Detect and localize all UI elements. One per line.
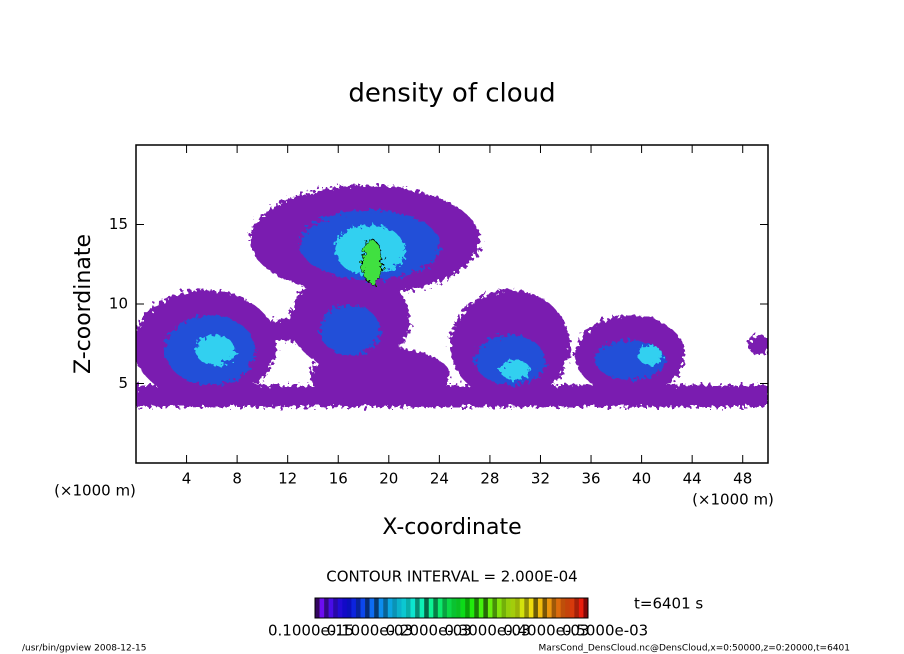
colorbar-cell bbox=[537, 598, 543, 618]
colorbar-cell bbox=[578, 598, 584, 618]
colorbar-cell bbox=[315, 598, 320, 618]
x-tick-label: 32 bbox=[531, 470, 550, 488]
x-tick-label: 40 bbox=[632, 470, 651, 488]
colorbar-cell bbox=[346, 598, 352, 618]
colorbar-label: 0.5000e-03 bbox=[562, 622, 648, 640]
colorbar-cell bbox=[419, 598, 425, 618]
colorbar-cell bbox=[465, 598, 470, 618]
colorbar-cell bbox=[333, 598, 339, 618]
colorbar-cell bbox=[355, 598, 361, 618]
colorbar-cell bbox=[506, 598, 511, 618]
colorbar-cell bbox=[446, 598, 452, 618]
colorbar-cell bbox=[369, 598, 375, 618]
colorbar-cell bbox=[519, 598, 525, 618]
colorbar-label: 0.1000e-03 bbox=[327, 622, 413, 640]
colorbar-cell bbox=[406, 598, 411, 618]
colorbar-cell bbox=[542, 598, 548, 618]
colorbar-cell bbox=[497, 598, 502, 618]
colorbar-cell bbox=[510, 598, 516, 618]
colorbar-label: 0.1000e-15 bbox=[268, 622, 354, 640]
colorbar-cell bbox=[392, 598, 398, 618]
x-tick-label: 4 bbox=[182, 470, 192, 488]
colorbar-cell bbox=[574, 598, 580, 618]
colorbar-cell bbox=[547, 598, 552, 618]
x-tick-label: 8 bbox=[232, 470, 242, 488]
colorbar-label: 0.3000e-03 bbox=[444, 622, 530, 640]
colorbar-cell bbox=[328, 598, 334, 618]
x-tick-label: 16 bbox=[329, 470, 348, 488]
colorbar-cell bbox=[342, 598, 348, 618]
colorbar-cell bbox=[560, 598, 566, 618]
x-axis-label: X-coordinate bbox=[382, 515, 521, 540]
x-tick-label: 20 bbox=[379, 470, 398, 488]
colorbar-cell bbox=[483, 598, 489, 618]
colorbar-cell bbox=[374, 598, 379, 618]
y-axis-label: Z-coordinate bbox=[71, 234, 96, 374]
x-tick-label: 12 bbox=[278, 470, 297, 488]
colorbar-cell bbox=[433, 598, 439, 618]
colorbar-cell bbox=[551, 598, 557, 618]
colorbar-cell bbox=[410, 598, 416, 618]
colorbar-cell bbox=[456, 598, 461, 618]
colorbar-cell bbox=[360, 598, 366, 618]
colorbar-cell bbox=[337, 598, 343, 618]
chart-title: density of cloud bbox=[348, 79, 555, 109]
colorbar-cell bbox=[319, 598, 325, 618]
colorbar-cell bbox=[324, 598, 329, 618]
colorbar-cell bbox=[428, 598, 434, 618]
colorbar-cell bbox=[478, 598, 484, 618]
colorbar-cell bbox=[424, 598, 430, 618]
colorbar-cell bbox=[583, 598, 589, 618]
y-tick-label: 10 bbox=[109, 295, 128, 313]
colorbar-cell bbox=[474, 598, 480, 618]
colorbar-cell bbox=[387, 598, 393, 618]
colorbar-cell bbox=[515, 598, 521, 618]
colorbar-cell bbox=[396, 598, 402, 618]
footer-left: /usr/bin/gpview 2008-12-15 bbox=[22, 644, 146, 654]
colorbar-cell bbox=[556, 598, 561, 618]
colorbar-cell bbox=[501, 598, 507, 618]
x-tick-label: 28 bbox=[480, 470, 499, 488]
x-tick-label: 44 bbox=[683, 470, 702, 488]
colorbar-cell bbox=[401, 598, 407, 618]
colorbar-cell bbox=[415, 598, 420, 618]
colorbar-cell bbox=[469, 598, 475, 618]
contour-interval: CONTOUR INTERVAL = 2.000E-04 bbox=[326, 568, 577, 586]
colorbar-cell bbox=[533, 598, 539, 618]
colorbar-label: 0.2000e-03 bbox=[386, 622, 472, 640]
colorbar-cell bbox=[487, 598, 493, 618]
y-tick-label: 5 bbox=[118, 374, 128, 392]
colorbar-cell bbox=[378, 598, 384, 618]
y-tick-label: 15 bbox=[109, 215, 128, 233]
colorbar bbox=[315, 598, 589, 618]
time-label: t=6401 s bbox=[634, 595, 703, 613]
colorbar-cell bbox=[351, 598, 357, 618]
x-tick-label: 36 bbox=[581, 470, 600, 488]
colorbar-cell bbox=[524, 598, 530, 618]
cloud-field bbox=[136, 185, 768, 407]
x-tick-label: 24 bbox=[430, 470, 449, 488]
colorbar-cell bbox=[451, 598, 457, 618]
x-unit-right: (×1000 m) bbox=[692, 491, 774, 509]
colorbar-cell bbox=[528, 598, 534, 618]
colorbar-cell bbox=[383, 598, 389, 618]
colorbar-cell bbox=[565, 598, 571, 618]
colorbar-cell bbox=[569, 598, 575, 618]
colorbar-frame bbox=[314, 597, 589, 619]
colorbar-label: 0.4000e-03 bbox=[503, 622, 589, 640]
colorbar-cell bbox=[442, 598, 448, 618]
colorbar-cell bbox=[492, 598, 498, 618]
colorbar-cell bbox=[460, 598, 466, 618]
colorbar-cell bbox=[365, 598, 370, 618]
footer-right: MarsCond_DensCloud.nc@DensCloud,x=0:5000… bbox=[539, 644, 851, 654]
x-unit-left: (×1000 m) bbox=[54, 482, 136, 500]
colorbar-cell bbox=[437, 598, 443, 618]
x-tick-label: 48 bbox=[733, 470, 752, 488]
